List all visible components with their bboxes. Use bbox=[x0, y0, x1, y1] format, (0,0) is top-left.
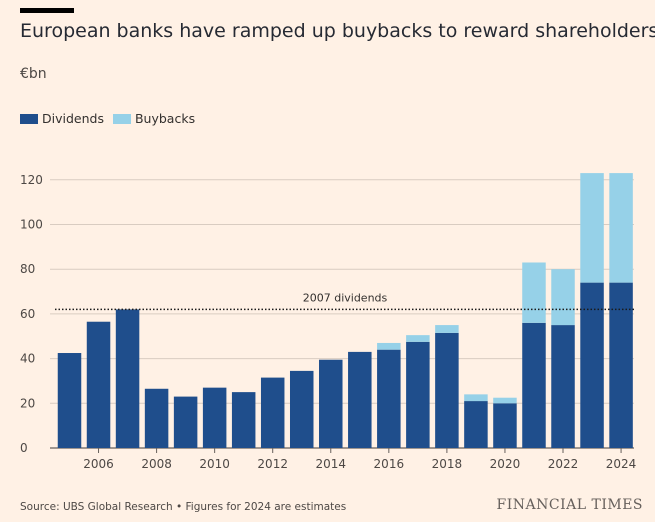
bar-dividends-2018 bbox=[435, 332, 459, 448]
bar-buybacks-2017 bbox=[406, 335, 430, 342]
bar-dividends-2020 bbox=[493, 403, 517, 448]
x-tick-label: 2018 bbox=[432, 457, 463, 471]
bar-dividends-2019 bbox=[464, 401, 488, 448]
y-tick-label: 120 bbox=[20, 173, 43, 187]
bar-dividends-2006 bbox=[86, 321, 111, 448]
chart-title: European banks have ramped up buybacks t… bbox=[20, 20, 655, 42]
bar-buybacks-2023 bbox=[580, 173, 604, 283]
bar-dividends-2022 bbox=[551, 325, 575, 448]
legend-item-dividends: Dividends bbox=[20, 111, 104, 126]
bar-dividends-2011 bbox=[231, 392, 256, 448]
bar-dividends-2023 bbox=[580, 282, 604, 448]
x-tick-label: 2012 bbox=[257, 457, 288, 471]
bar-dividends-2016 bbox=[377, 349, 401, 448]
y-unit-label: €bn bbox=[20, 66, 47, 82]
bar-buybacks-2018 bbox=[435, 325, 459, 333]
y-tick-label: 20 bbox=[20, 396, 35, 410]
bar-buybacks-2021 bbox=[522, 262, 546, 323]
bar-dividends-2008 bbox=[144, 388, 169, 448]
bar-dividends-2007 bbox=[115, 309, 140, 448]
bar-buybacks-2016 bbox=[377, 342, 401, 350]
legend-swatch-dividends bbox=[20, 113, 38, 124]
y-tick-label: 40 bbox=[20, 352, 35, 366]
ft-logo: FINANCIAL TIMES bbox=[496, 497, 643, 513]
bar-dividends-2010 bbox=[202, 387, 227, 448]
x-tick-label: 2024 bbox=[606, 457, 637, 471]
bar-buybacks-2022 bbox=[551, 269, 575, 326]
reference-line-label: 2007 dividends bbox=[303, 291, 388, 304]
x-tick-label: 2020 bbox=[490, 457, 521, 471]
x-tick-label: 2014 bbox=[315, 457, 346, 471]
bar-dividends-2009 bbox=[173, 396, 198, 448]
x-tick-label: 2006 bbox=[83, 457, 114, 471]
legend-swatch-buybacks bbox=[112, 113, 131, 124]
source-note: Source: UBS Global Research • Figures fo… bbox=[20, 501, 347, 513]
legend-label-dividends: Dividends bbox=[42, 111, 104, 126]
x-tick-label: 2010 bbox=[199, 457, 230, 471]
bar-dividends-2015 bbox=[348, 351, 372, 448]
brand-bar bbox=[20, 8, 74, 13]
bar-dividends-2017 bbox=[406, 341, 430, 448]
y-tick-label: 0 bbox=[20, 441, 28, 455]
x-tick-label: 2016 bbox=[374, 457, 405, 471]
bar-buybacks-2020 bbox=[493, 397, 517, 404]
legend-item-buybacks: Buybacks bbox=[112, 111, 196, 126]
bar-dividends-2005 bbox=[57, 353, 82, 448]
bar-dividends-2014 bbox=[319, 359, 343, 448]
x-tick-label: 2022 bbox=[548, 457, 579, 471]
bar-dividends-2021 bbox=[522, 322, 546, 448]
bar-buybacks-2019 bbox=[464, 394, 488, 402]
x-tick-label: 2008 bbox=[141, 457, 172, 471]
bar-buybacks-2024 bbox=[609, 173, 633, 283]
bar-dividends-2013 bbox=[289, 370, 314, 448]
legend: Dividends Buybacks bbox=[20, 111, 204, 126]
bar-dividends-2012 bbox=[260, 377, 285, 448]
legend-label-buybacks: Buybacks bbox=[134, 111, 196, 126]
bar-dividends-2024 bbox=[609, 282, 633, 448]
y-tick-label: 100 bbox=[20, 218, 43, 232]
bar-chart: 0 20 40 60 80 100 120 2006 2008 2010 2012 2014 2016 2… bbox=[20, 173, 637, 471]
y-tick-label: 60 bbox=[20, 307, 35, 321]
y-tick-label: 80 bbox=[20, 262, 35, 276]
